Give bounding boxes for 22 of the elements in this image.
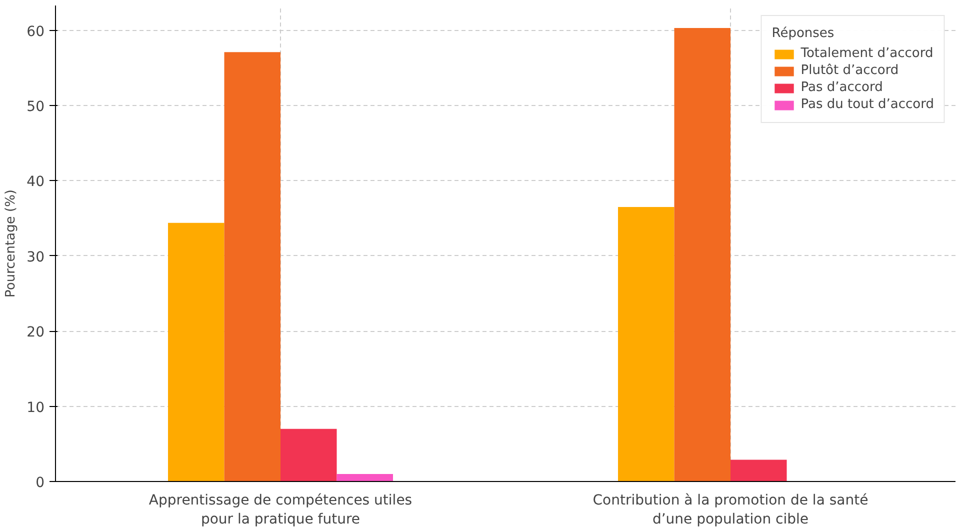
- y-tick-label: 40: [26, 174, 45, 190]
- legend-label: Pas du tout d’accord: [800, 97, 934, 112]
- y-tick-label: 30: [26, 249, 45, 266]
- y-tick-label: 10: [26, 400, 45, 416]
- bar: [618, 207, 674, 482]
- bar: [280, 428, 337, 482]
- x-tick-label: Apprentissage de compétences utiles pour la pratique future: [148, 492, 412, 528]
- y-tick-label: 60: [26, 24, 45, 40]
- bar: [336, 474, 393, 482]
- bar: [168, 222, 224, 482]
- legend-label: Plutôt d’accord: [800, 63, 899, 78]
- legend-label: Totalement d’accord: [800, 46, 934, 61]
- bar: [730, 460, 787, 482]
- y-tick-label: 20: [26, 324, 45, 341]
- bar: [674, 28, 730, 482]
- legend-label: Pas d’accord: [800, 80, 883, 95]
- y-tick-label: 50: [26, 99, 45, 116]
- bar: [224, 52, 280, 482]
- x-tick-label: Contribution à la promotion de la santé d’une population cible: [592, 492, 868, 528]
- y-axis-title: Pourcentage (%): [4, 190, 19, 298]
- legend-title: Réponses: [772, 26, 836, 41]
- y-tick-label: 0: [36, 475, 45, 491]
